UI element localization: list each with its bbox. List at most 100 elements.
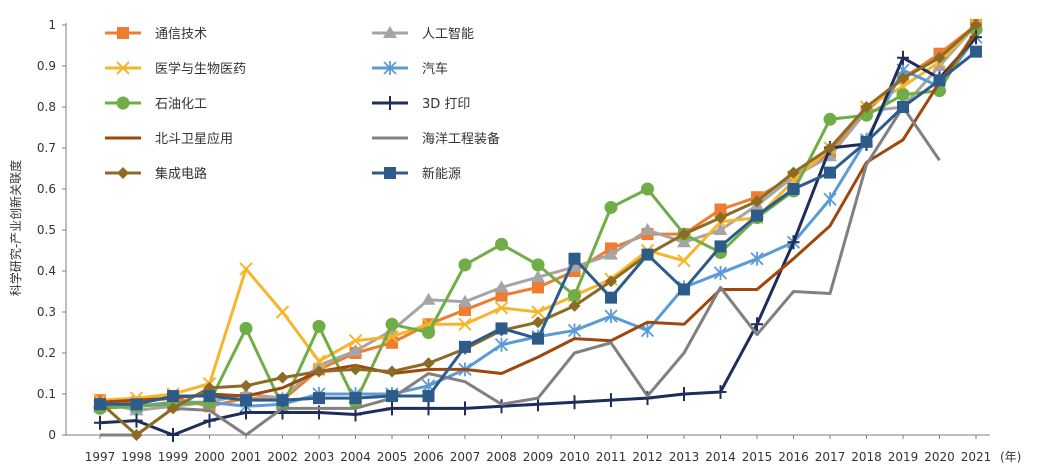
data-point [641, 182, 654, 196]
legend-item: 人工智能 [372, 26, 474, 42]
legend-marker [116, 61, 130, 75]
data-point [970, 19, 982, 31]
data-point [422, 401, 435, 416]
series-7 [99, 32, 978, 404]
x-tick-label: 2002 [267, 450, 298, 464]
legend-item: 新能源 [372, 166, 461, 182]
axes: 0 0.1 0.2 0.3 0.4 0.5 0.6 0.7 0.8 0.9 1 1997 1998 199… [37, 18, 991, 464]
y-tick-label: 0.4 [37, 264, 56, 278]
legend-marker [117, 27, 129, 39]
data-point [713, 266, 728, 281]
legend-label: 3D 打印 [422, 97, 470, 112]
data-point [313, 392, 325, 405]
data-point [203, 390, 216, 403]
data-point [422, 390, 435, 403]
data-point [422, 326, 435, 339]
data-point [421, 292, 436, 305]
series-line [100, 36, 978, 408]
y-tick-label: 0.2 [37, 346, 56, 360]
data-point [167, 428, 179, 442]
data-point [130, 429, 143, 441]
data-point [276, 394, 289, 407]
data-point [933, 74, 946, 87]
series-3 [93, 18, 983, 407]
data-point [605, 275, 617, 288]
x-tick-label: 2003 [304, 450, 335, 464]
x-tick-label: 2016 [778, 450, 809, 464]
data-point [751, 209, 763, 222]
data-point [568, 289, 581, 303]
data-point [751, 317, 763, 332]
data-point [240, 379, 252, 392]
data-point [203, 413, 216, 428]
data-point [567, 323, 582, 338]
x-tick-label: 2020 [924, 450, 955, 464]
data-point [167, 390, 179, 403]
x-tick-label: 2012 [632, 450, 663, 464]
data-point [823, 112, 837, 126]
y-tick-label: 0.8 [37, 100, 56, 114]
legend-label: 集成电路 [155, 166, 207, 182]
data-point [130, 413, 143, 428]
data-point [385, 317, 399, 331]
data-point [348, 333, 363, 348]
data-point [787, 166, 800, 179]
legend-label: 通信技术 [155, 27, 207, 42]
data-point [677, 254, 691, 268]
data-point [349, 392, 362, 405]
legend-label: 北斗卫星应用 [155, 131, 233, 147]
data-point [605, 393, 617, 408]
x-tick-label: 2014 [705, 450, 736, 464]
y-tick-label: 0.1 [37, 387, 56, 401]
data-point [459, 401, 471, 416]
series-line [100, 105, 941, 437]
data-point [494, 337, 509, 352]
legend-item: 汽车 [372, 61, 448, 77]
data-point [386, 365, 398, 378]
y-tick-label: 0.9 [37, 59, 56, 73]
data-point [495, 237, 508, 251]
y-tick-label: 0.6 [37, 182, 56, 196]
data-point [458, 294, 472, 307]
legend-marker [117, 167, 129, 179]
data-point [896, 88, 910, 102]
data-point [532, 332, 544, 345]
x-tick-label: 2019 [888, 450, 919, 464]
data-point [495, 322, 508, 335]
data-point [494, 280, 509, 293]
legend-item: 石油化工 [105, 96, 207, 112]
data-point [240, 405, 252, 420]
data-point [494, 301, 509, 315]
data-point [94, 415, 106, 430]
series-line [99, 23, 977, 408]
y-tick-label: 0.7 [37, 141, 56, 155]
data-point [312, 358, 326, 371]
data-point [714, 203, 727, 216]
data-point [641, 248, 654, 261]
x-tick-label: 2000 [194, 450, 225, 464]
data-point [787, 235, 800, 250]
data-point [531, 270, 545, 283]
data-point [532, 281, 544, 294]
data-point [312, 319, 326, 333]
data-point [531, 258, 545, 272]
x-tick-label: 2015 [742, 450, 773, 464]
data-point [459, 340, 471, 353]
data-point [94, 398, 106, 411]
data-point [860, 101, 873, 113]
data-point [239, 262, 253, 276]
data-point [604, 200, 618, 214]
series-10 [94, 45, 982, 411]
data-point [531, 305, 545, 319]
data-point [640, 223, 655, 235]
legend-label: 新能源 [422, 166, 461, 182]
series-lines [93, 18, 983, 442]
x-tick-label: 2008 [486, 450, 517, 464]
legend-label: 汽车 [422, 61, 448, 77]
series-6 [94, 30, 982, 442]
legend-label: 石油化工 [155, 97, 207, 112]
y-axis-title: 科学研究-产业创新关联度 [8, 160, 23, 296]
y-tick-label: 1 [48, 18, 56, 32]
y-tick-label: 0.5 [37, 223, 56, 237]
